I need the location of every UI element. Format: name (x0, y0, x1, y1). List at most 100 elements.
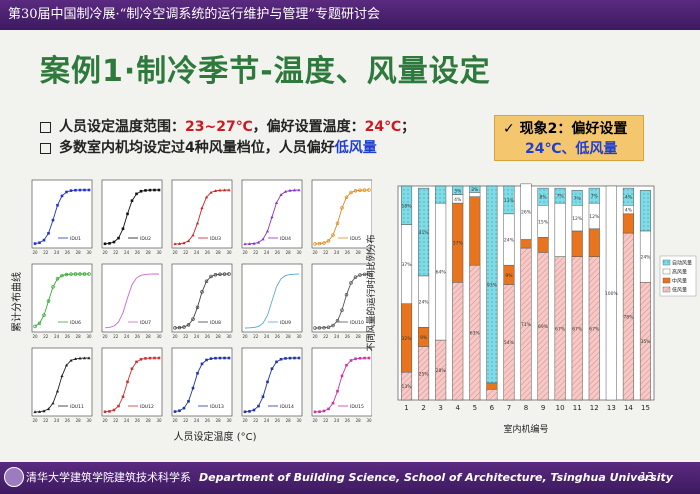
panel-legend-label: IDU12 (140, 404, 154, 410)
bar-segment (520, 239, 532, 249)
cdf-point (42, 409, 46, 413)
x-tick-label: 20 (242, 334, 248, 339)
cdf-point (153, 356, 156, 360)
bar-segment (452, 185, 464, 195)
cdf-point (292, 188, 297, 192)
x-tick-label: 12 (590, 404, 599, 412)
bar-segment (639, 190, 652, 232)
x-tick-label: 24 (264, 334, 270, 339)
cdf-point (265, 229, 270, 233)
legend-label: 高风量 (672, 269, 687, 276)
cdf-curve (34, 273, 89, 327)
cdf-point (344, 293, 349, 297)
bar-segment (571, 190, 583, 206)
cdf-point (191, 386, 195, 390)
x-tick-label: 24 (334, 250, 340, 255)
cdf-point (139, 357, 143, 361)
cdf-curve (174, 273, 230, 329)
panel-frame (101, 179, 163, 249)
data-label: 71% (521, 322, 532, 328)
callout-title: ✓ 现象2：偏好设置 (503, 121, 628, 137)
data-label: 7% (574, 196, 582, 202)
cdf-point (354, 357, 357, 361)
cdf-point (327, 407, 330, 411)
x-tick-label: 24 (194, 334, 200, 339)
cdf-point (317, 241, 322, 246)
data-label: 24% (504, 238, 515, 244)
legend-label: 自动风量 (672, 260, 692, 267)
cdf-point (200, 206, 204, 210)
cdf-point (284, 357, 287, 360)
cdf-point (87, 272, 91, 276)
bar-segment (400, 185, 413, 225)
cdf-point (209, 190, 213, 194)
x-tick-label: 5 (473, 404, 477, 412)
data-label: 13% (402, 384, 413, 390)
pref-airflow: 低风量 (334, 140, 377, 156)
bullet-list: 人员设定温度范围： 23~27℃ ，偏好设置温度： 24℃； 多数室内机均设定过4种风… (40, 117, 415, 159)
cdf-point (130, 367, 134, 370)
data-label: 69% (538, 324, 549, 330)
cdf-panel: IDU10 20 22 24 26 28 30 (311, 263, 372, 339)
bar-segment (486, 389, 498, 401)
x-tick-label: 24 (194, 250, 200, 255)
data-label: 37% (402, 262, 413, 268)
data-label: 25% (419, 371, 430, 377)
x-tick-label: 30 (86, 250, 92, 255)
x-tick-label: 9 (541, 404, 545, 412)
bar-segment (554, 202, 566, 257)
footer-en: Department of Building Science, School o… (199, 471, 673, 484)
data-label: 78% (623, 315, 634, 321)
cdf-point (55, 277, 60, 281)
data-label: 64% (436, 270, 447, 276)
cdf-point (326, 239, 331, 243)
cdf-point (200, 290, 204, 294)
x-tick-label: 30 (86, 334, 92, 339)
bar-segment (452, 282, 464, 401)
x-tick-label: 24 (124, 250, 130, 255)
x-tick-label: 22 (113, 418, 119, 423)
cdf-point (87, 356, 91, 360)
x-tick-label: 24 (264, 250, 270, 255)
x-tick-label: 20 (32, 418, 38, 423)
cdf-point (46, 299, 51, 303)
x-tick-label: 8 (524, 404, 528, 412)
cdf-point (78, 356, 82, 360)
cdf-point (288, 356, 292, 360)
panel-legend-label: IDU3 (210, 236, 221, 242)
cdf-point (135, 192, 138, 196)
x-tick-label: 30 (226, 334, 232, 339)
checkbox-icon (40, 143, 51, 154)
x-tick-label: 11 (573, 404, 582, 412)
cdf-point (60, 374, 64, 378)
cdf-point (173, 326, 177, 330)
cdf-point (209, 274, 213, 279)
cdf-point (288, 188, 292, 192)
page-number: 13 (640, 470, 654, 483)
data-label: 4% (625, 195, 633, 201)
x-tick-label: 22 (183, 334, 189, 339)
cdf-point (47, 232, 50, 235)
cdf-point (42, 313, 46, 317)
cdf-point (340, 374, 344, 378)
x-tick-label: 28 (76, 250, 82, 255)
cdf-point (204, 195, 209, 199)
x-tick-label: 13 (607, 404, 616, 412)
cdf-point (177, 242, 182, 245)
cdf-point (178, 409, 181, 413)
cdf-point (293, 356, 296, 360)
cdf-point (191, 317, 195, 321)
x-tick-label: 15 (641, 404, 650, 412)
cdf-point (56, 203, 59, 207)
x-tick-label: 2 (421, 404, 425, 412)
cdf-point (213, 273, 218, 277)
x-tick-label: 22 (43, 334, 49, 339)
x-tick-label: 1 (404, 404, 408, 412)
temp-range: 23~27℃ (185, 119, 253, 135)
x-tick-label: 4 (455, 404, 460, 412)
x-tick-label: 20 (312, 250, 318, 255)
cdf-point (144, 189, 147, 192)
x-tick-label: 26 (345, 418, 351, 423)
data-label: 3% (454, 188, 462, 194)
panel-frame (311, 179, 372, 249)
